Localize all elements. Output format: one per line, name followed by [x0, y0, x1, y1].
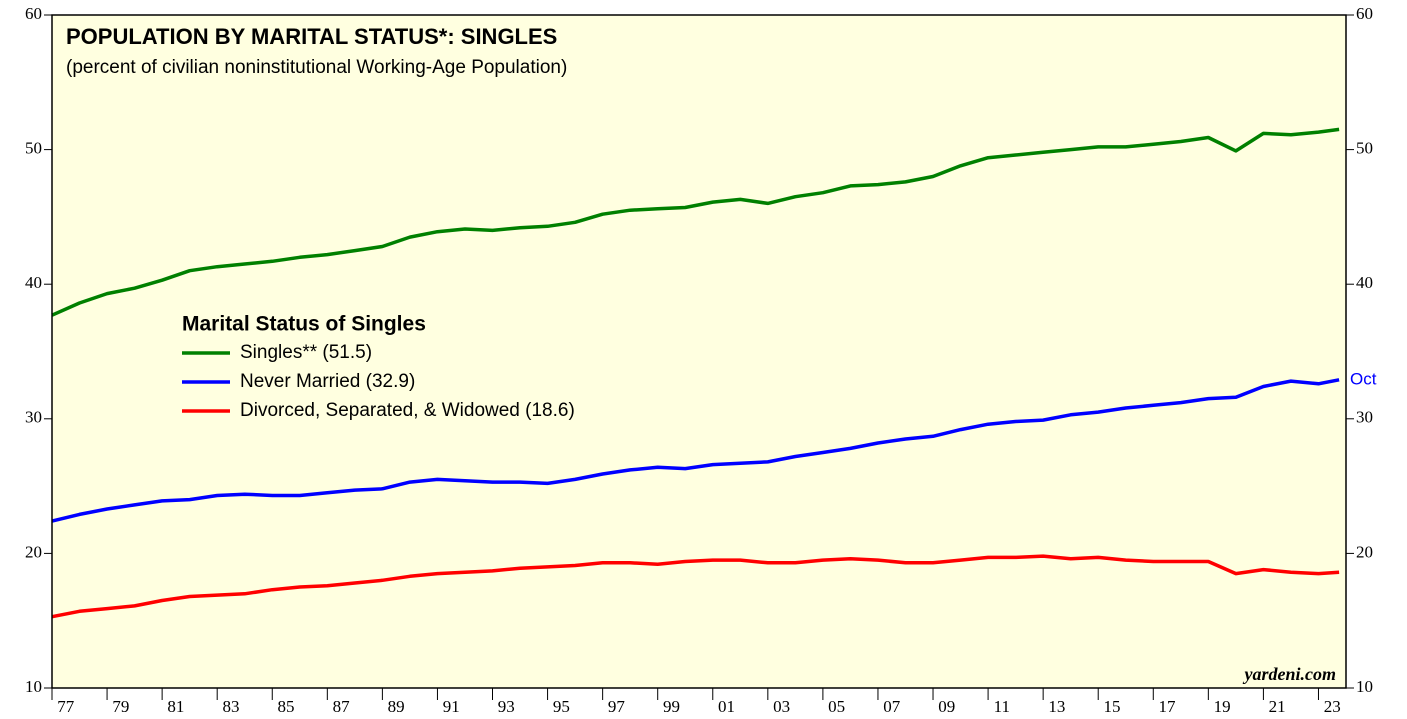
- series-line: [51, 554, 1340, 619]
- x-tick-label: 19: [1214, 697, 1231, 716]
- y2-tick-label: 40: [1356, 273, 1373, 292]
- x-tick-label: 85: [278, 697, 295, 716]
- plot-frame: [51, 14, 1347, 689]
- series-line: [51, 127, 1340, 317]
- x-tick-label: 87: [333, 697, 351, 716]
- x-tick-label: 05: [828, 697, 845, 716]
- x-tick-label: 79: [112, 697, 129, 716]
- x-tick-label: 21: [1269, 697, 1286, 716]
- y2-tick-label: 60: [1356, 4, 1373, 23]
- x-tick-label: 95: [553, 697, 570, 716]
- y2-tick-label: 50: [1356, 139, 1373, 158]
- x-tick-label: 83: [222, 697, 239, 716]
- chart-title: POPULATION BY MARITAL STATUS*: SINGLES: [66, 24, 557, 49]
- x-tick-label: 13: [1048, 697, 1065, 716]
- x-tick-label: 99: [663, 697, 680, 716]
- annotation: Oct: [1350, 369, 1377, 388]
- series-line: [51, 378, 1340, 523]
- legend-label: Singles** (51.5): [240, 342, 372, 363]
- x-tick-label: 03: [773, 697, 790, 716]
- x-tick-label: 81: [167, 697, 184, 716]
- source: yardeni.com: [1243, 664, 1337, 684]
- y-tick-label: 40: [25, 273, 42, 292]
- x-tick-label: 97: [608, 697, 626, 716]
- x-tick-label: 01: [718, 697, 735, 716]
- x-tick-label: 23: [1324, 697, 1341, 716]
- y-tick-label: 60: [25, 4, 42, 23]
- x-tick-label: 89: [388, 697, 405, 716]
- y2-tick-label: 10: [1356, 677, 1373, 696]
- x-tick-label: 93: [498, 697, 515, 716]
- x-tick-label: 07: [883, 697, 901, 716]
- y-tick-label: 50: [25, 139, 42, 158]
- plot-area: [52, 15, 1346, 688]
- x-tick-label: 15: [1103, 697, 1120, 716]
- x-tick-label: 09: [938, 697, 955, 716]
- y2-tick-label: 30: [1356, 408, 1373, 427]
- legend-label: Never Married (32.9): [240, 371, 415, 392]
- legend-label: Divorced, Separated, & Widowed (18.6): [240, 400, 575, 421]
- y-tick-label: 20: [25, 542, 42, 561]
- x-tick-label: 11: [994, 697, 1010, 716]
- y2-tick-label: 20: [1356, 542, 1373, 561]
- y-tick-label: 10: [25, 677, 42, 696]
- x-tick-label: 17: [1159, 697, 1177, 716]
- legend-title: Marital Status of Singles: [182, 313, 426, 336]
- chart-subtitle: (percent of civilian noninstitutional Wo…: [66, 57, 567, 78]
- x-tick-label: 91: [443, 697, 460, 716]
- y-tick-label: 30: [25, 408, 42, 427]
- x-tick-label: 77: [57, 697, 75, 716]
